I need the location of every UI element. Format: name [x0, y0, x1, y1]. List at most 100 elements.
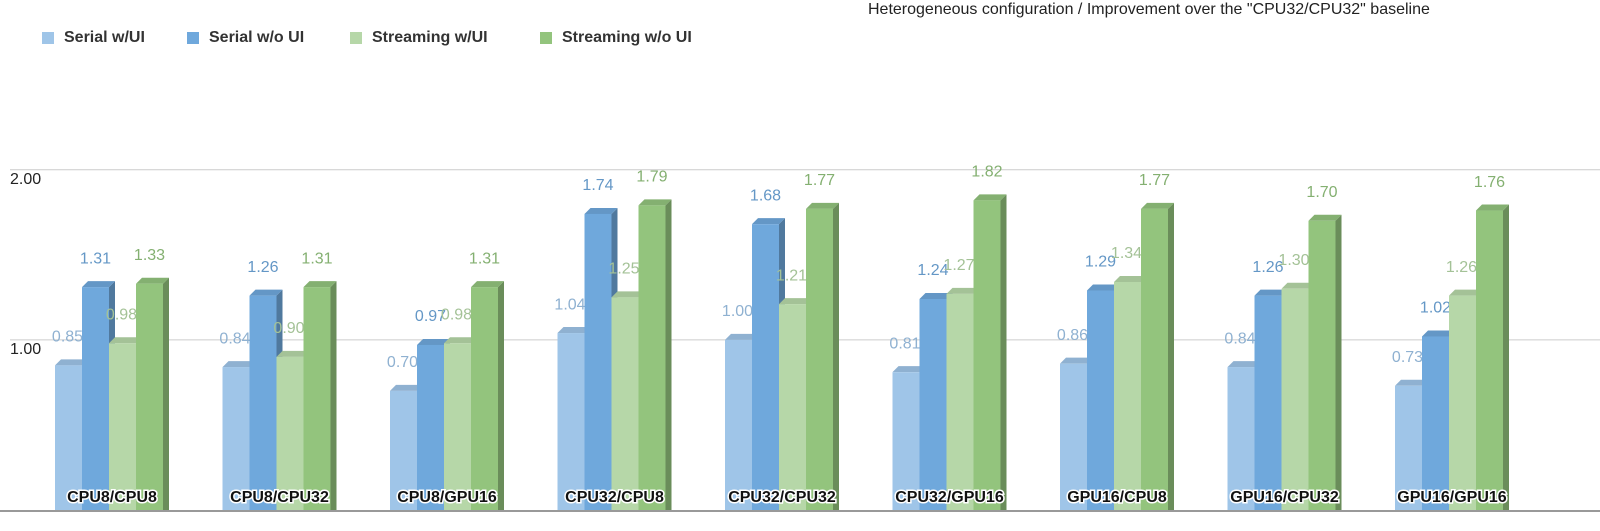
legend-swatch: [187, 32, 199, 44]
x-tick-label: CPU8/CPU32: [230, 489, 329, 506]
data-label: 1.25: [608, 261, 639, 278]
data-label: 1.29: [1085, 254, 1116, 271]
bar-top: [1087, 284, 1120, 291]
data-label: 1.77: [1139, 172, 1170, 189]
x-tick-label: CPU32/CPU8: [565, 489, 664, 506]
bar-side: [665, 199, 672, 510]
legend-label: Streaming w/UI: [372, 29, 488, 46]
bar-top: [973, 194, 1007, 201]
bar: [638, 205, 666, 510]
bar-top: [946, 287, 980, 294]
bar: [276, 356, 304, 510]
data-label: 1.77: [804, 172, 835, 189]
y-tick-label: 2.00: [10, 171, 41, 188]
bar-side: [330, 281, 337, 510]
bar-top: [1114, 276, 1147, 282]
data-label: 0.84: [219, 330, 250, 347]
bar-top: [725, 333, 758, 340]
data-label: 1.70: [1306, 184, 1337, 201]
bar-top: [1308, 214, 1342, 221]
x-tick-label: GPU16/CPU32: [1230, 489, 1339, 506]
x-tick-label: GPU16/GPU16: [1397, 489, 1506, 506]
bar-top: [1476, 204, 1509, 211]
bar-top: [471, 281, 504, 288]
bar-top: [390, 384, 423, 391]
data-label: 0.81: [889, 335, 920, 352]
bar: [303, 287, 331, 510]
bar-top: [417, 338, 450, 345]
bar: [1281, 288, 1309, 510]
legend-swatch: [42, 32, 54, 44]
data-label: 1.33: [134, 247, 165, 264]
data-label: 1.02: [1420, 300, 1451, 317]
data-label: 1.30: [1278, 252, 1309, 269]
data-label: 1.26: [1446, 259, 1477, 276]
bar: [1254, 295, 1282, 510]
bar: [806, 208, 833, 510]
x-tick-label: CPU8/CPU8: [67, 489, 157, 506]
bar-side: [1335, 214, 1342, 510]
legend-label: Serial w/o UI: [209, 29, 304, 46]
bar: [109, 343, 136, 510]
bar: [390, 390, 417, 510]
bar-side: [1168, 202, 1174, 510]
bar-top: [109, 337, 142, 344]
data-label: 1.74: [582, 177, 613, 194]
bar: [611, 297, 639, 510]
x-tick-label: CPU32/CPU32: [728, 489, 836, 506]
bar: [725, 339, 752, 510]
bar-top: [1060, 357, 1093, 364]
data-label: 1.24: [917, 262, 948, 279]
bar: [444, 343, 471, 510]
bar: [557, 333, 585, 510]
bar-side: [1000, 194, 1007, 510]
data-label: 1.68: [750, 187, 781, 204]
data-label: 1.04: [554, 296, 585, 313]
bar: [779, 304, 806, 510]
bar-top: [55, 359, 88, 366]
bar: [471, 287, 498, 510]
bar-top: [611, 291, 645, 298]
bar-side: [498, 281, 504, 510]
bar: [1476, 210, 1503, 511]
data-label: 1.82: [971, 164, 1002, 181]
legend-label: Streaming w/o UI: [562, 29, 692, 46]
data-label: 0.97: [415, 308, 446, 325]
data-label: 0.90: [273, 320, 304, 337]
bar: [1422, 336, 1449, 510]
data-label: 1.27: [943, 257, 974, 274]
data-label: 1.31: [80, 250, 111, 267]
data-label: 1.31: [469, 250, 500, 267]
data-label: 1.21: [776, 267, 807, 284]
bar-top: [584, 207, 618, 214]
chart-title: Heterogeneous configuration / Improvemen…: [868, 1, 1430, 18]
legend-swatch: [540, 32, 552, 44]
bar-top: [638, 199, 672, 206]
data-label: 0.85: [52, 329, 83, 346]
bar-side: [1503, 204, 1509, 511]
bar: [584, 213, 612, 510]
bar-top: [1141, 202, 1174, 209]
bar-top: [1449, 289, 1482, 296]
bar-top: [919, 293, 953, 300]
bar: [892, 372, 920, 510]
bar: [1141, 208, 1168, 510]
data-label: 1.26: [247, 259, 278, 276]
bar: [249, 295, 277, 510]
bar-top: [1422, 330, 1455, 337]
bar-side: [833, 202, 839, 510]
bar-top: [892, 366, 926, 373]
bar: [946, 293, 974, 510]
bar: [1395, 385, 1422, 510]
data-label: 1.76: [1474, 174, 1505, 191]
bar: [1114, 282, 1141, 510]
x-tick-label: CPU32/GPU16: [895, 489, 1004, 506]
data-label: 1.34: [1111, 245, 1142, 262]
bar: [919, 299, 947, 510]
data-label: 1.79: [636, 169, 667, 186]
bar-top: [249, 289, 283, 296]
bar-side: [163, 277, 169, 510]
data-label: 0.84: [1224, 330, 1255, 347]
data-label: 0.70: [387, 354, 418, 371]
data-label: 0.98: [106, 306, 137, 323]
